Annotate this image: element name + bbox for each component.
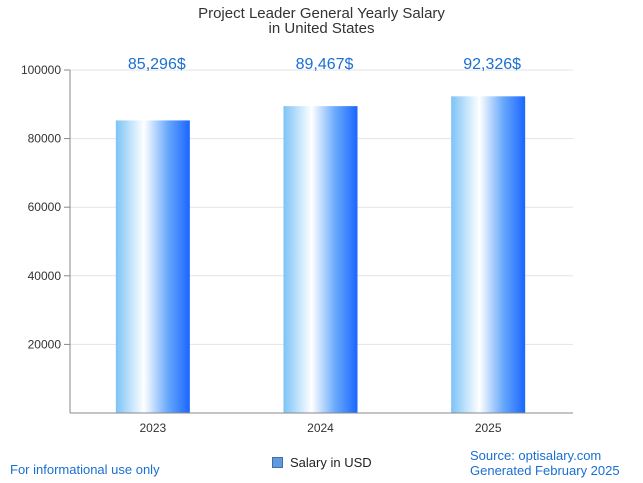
legend-swatch [272, 457, 283, 468]
y-axis: 20000 40000 60000 80000 100000 [21, 63, 70, 351]
legend: Salary in USD [272, 455, 372, 470]
x-tick-label: 2025 [475, 421, 502, 435]
data-label: 85,296$ [128, 56, 186, 73]
x-axis: 2023 2024 2025 [139, 421, 501, 435]
y-tick-label: 80000 [28, 132, 62, 146]
chart-subtitle: in United States [268, 20, 375, 37]
chart-title: Project Leader General Yearly Salary [198, 5, 445, 22]
disclaimer-text: For informational use only [10, 462, 160, 477]
data-labels: 85,296$ 89,467$ 92,326$ [128, 56, 521, 73]
y-tick-label: 40000 [28, 269, 62, 283]
data-label: 92,326$ [463, 56, 521, 73]
source-link[interactable]: Source: optisalary.com [470, 448, 602, 463]
legend-label: Salary in USD [290, 455, 372, 470]
bar-2024 [283, 106, 358, 414]
x-tick-label: 2023 [139, 421, 166, 435]
bars [115, 96, 526, 414]
data-label: 89,467$ [296, 56, 354, 73]
y-tick-label: 20000 [28, 337, 62, 351]
x-tick-label: 2024 [307, 421, 334, 435]
y-tick-label: 100000 [21, 63, 61, 77]
y-tick-label: 60000 [28, 200, 62, 214]
bar-2025 [451, 96, 526, 413]
bar-2023 [115, 120, 190, 413]
generated-date: Generated February 2025 [470, 463, 620, 478]
